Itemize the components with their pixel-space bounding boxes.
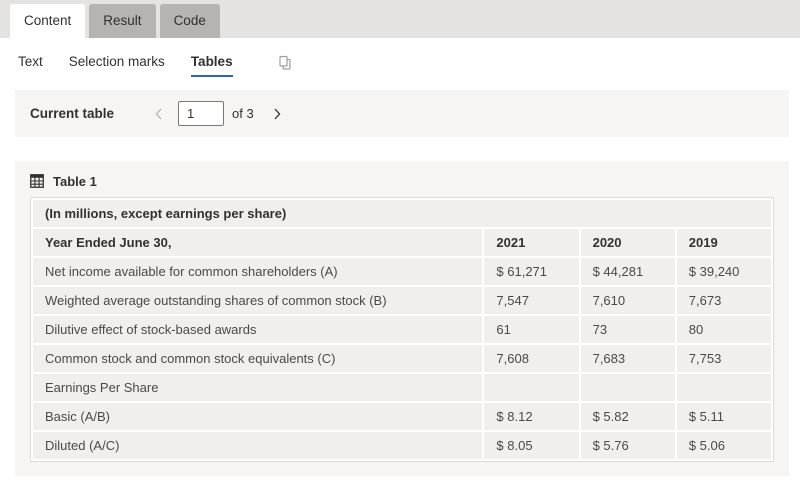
table-title: Table 1: [53, 173, 97, 189]
table-row: Net income available for common sharehol…: [30, 256, 774, 287]
table-cell: 7,673: [674, 285, 774, 316]
previous-table-button[interactable]: [150, 105, 168, 123]
table-cell: $ 8.12: [482, 401, 581, 432]
top-tab-strip: Content Result Code: [0, 0, 800, 38]
pivot-item-tables[interactable]: Tables: [190, 46, 233, 81]
table-row: Year Ended June 30, 2021 2020 2019: [30, 227, 774, 258]
table-cell: $ 44,281: [578, 256, 677, 287]
current-table-nav: Current table of 3: [15, 90, 789, 137]
pivot-item-selection-marks[interactable]: Selection marks: [69, 46, 165, 81]
table-cell: $ 61,271: [482, 256, 581, 287]
table-cell: 7,608: [482, 343, 581, 374]
table-cell: $ 39,240: [674, 256, 774, 287]
table-cell: [578, 372, 677, 403]
chevron-left-icon: [152, 107, 166, 121]
table-cell: Common stock and common stock equivalent…: [30, 343, 485, 374]
table-cell: Basic (A/B): [30, 401, 485, 432]
table-grid-icon: [30, 174, 44, 188]
table-cell: 7,753: [674, 343, 774, 374]
pivot-item-selection-marks-label: Selection marks: [68, 53, 165, 69]
pivot-item-tables-label: Tables: [190, 53, 233, 69]
table-caption-cell: (In millions, except earnings per share): [31, 198, 773, 229]
table-row: Earnings Per Share: [30, 372, 774, 403]
tab-content[interactable]: Content: [10, 4, 86, 38]
table-cell: $ 5.11: [674, 401, 774, 432]
pivot-item-text[interactable]: Text: [18, 46, 43, 81]
table-cell: 7,610: [578, 285, 677, 316]
table-cell: Earnings Per Share: [30, 372, 485, 403]
current-table-label: Current table: [30, 106, 115, 121]
table-result-card: Table 1 (In millions, except earnings pe…: [15, 161, 789, 476]
pivot-item-text-label: Text: [18, 53, 43, 69]
table-row: Weighted average outstanding shares of c…: [30, 285, 774, 316]
table-header-cell: 2021: [482, 227, 581, 258]
table-row: Basic (A/B) $ 8.12 $ 5.82 $ 5.11: [30, 401, 774, 432]
table-card-header: Table 1: [30, 169, 774, 193]
table-cell: $ 5.76: [578, 430, 677, 461]
table-cell: [482, 372, 581, 403]
table-row: (In millions, except earnings per share): [31, 198, 773, 229]
copy-icon[interactable]: [275, 53, 295, 73]
table-cell: Net income available for common sharehol…: [30, 256, 485, 287]
tab-code[interactable]: Code: [159, 4, 220, 38]
table-row: Diluted (A/C) $ 8.05 $ 5.76 $ 5.06: [30, 430, 774, 461]
table-cell: 61: [482, 314, 581, 345]
table-row: Common stock and common stock equivalent…: [30, 343, 774, 374]
pivot-bar: Text Selection marks Tables: [0, 38, 800, 88]
table-cell: $ 5.82: [578, 401, 677, 432]
table-cell: Dilutive effect of stock-based awards: [30, 314, 485, 345]
table-cell: 80: [674, 314, 774, 345]
next-table-button[interactable]: [268, 105, 286, 123]
chevron-right-icon: [270, 107, 284, 121]
table-row: Dilutive effect of stock-based awards 61 7…: [30, 314, 774, 345]
table-cell: $ 5.06: [674, 430, 774, 461]
table-cell: [674, 372, 774, 403]
table-cell: 73: [578, 314, 677, 345]
table-header-cell: 2020: [578, 227, 677, 258]
table-cell: Weighted average outstanding shares of c…: [30, 285, 485, 316]
table-page-input[interactable]: [178, 101, 224, 126]
active-tab-underline: [190, 74, 233, 77]
tab-result[interactable]: Result: [89, 4, 156, 38]
data-table: (In millions, except earnings per share)…: [30, 198, 774, 461]
page-count-label: of 3: [232, 106, 254, 121]
table-cell: Diluted (A/C): [30, 430, 485, 461]
table-cell: 7,683: [578, 343, 677, 374]
extracted-table: (In millions, except earnings per share)…: [30, 197, 774, 462]
table-header-cell: Year Ended June 30,: [30, 227, 485, 258]
table-cell: 7,547: [482, 285, 581, 316]
table-header-cell: 2019: [674, 227, 774, 258]
table-cell: $ 8.05: [482, 430, 581, 461]
